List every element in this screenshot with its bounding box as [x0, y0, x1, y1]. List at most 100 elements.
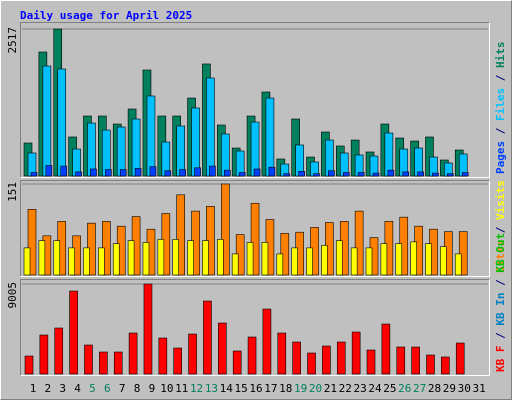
x-tick-label: 16	[249, 382, 262, 395]
bar	[458, 231, 468, 276]
bar	[84, 344, 93, 375]
x-tick-label: 25	[383, 382, 396, 395]
bar	[447, 173, 454, 177]
x-tick-label: 27	[413, 382, 426, 395]
legend-separator: /	[494, 220, 507, 240]
x-tick-label: 19	[294, 382, 307, 395]
x-tick-label: 10	[160, 382, 173, 395]
bar	[417, 171, 424, 177]
bar	[131, 118, 141, 177]
bar	[372, 172, 380, 177]
bar	[336, 341, 346, 375]
x-tick-label: 8	[134, 382, 141, 395]
legend-entry: Visits	[494, 180, 507, 220]
bar	[268, 166, 276, 177]
bar	[173, 347, 182, 375]
bar	[98, 247, 105, 276]
bar	[350, 247, 358, 276]
bar	[221, 183, 230, 276]
bar	[116, 126, 126, 177]
panel-bevel-light	[20, 22, 490, 178]
x-tick-label: 15	[235, 382, 248, 395]
bar	[387, 169, 395, 177]
panel-bevel-light	[20, 279, 490, 376]
y-tick-label: 151	[6, 182, 19, 202]
bar	[75, 171, 82, 177]
bar	[191, 107, 200, 177]
bar	[102, 129, 111, 177]
bar	[426, 354, 435, 375]
panel-bevel-dark	[20, 180, 490, 277]
x-tick-label: 28	[428, 382, 441, 395]
bar	[232, 350, 242, 375]
bar	[441, 356, 450, 375]
legend-separator: /	[494, 273, 507, 293]
x-tick-label: 14	[220, 382, 234, 395]
bar	[68, 247, 75, 276]
bar	[261, 242, 269, 276]
x-tick-label: 1	[30, 382, 37, 395]
bar	[149, 166, 157, 177]
bar	[411, 346, 420, 375]
bar	[87, 122, 96, 177]
bar	[291, 247, 298, 276]
x-tick-label: 29	[443, 382, 456, 395]
bar	[172, 239, 179, 276]
x-tick-label: 18	[279, 382, 292, 395]
bar	[112, 243, 120, 276]
x-tick-label: 11	[175, 382, 188, 395]
x-tick-label: 2	[45, 382, 52, 395]
bar	[321, 245, 328, 276]
bar	[69, 290, 78, 375]
bar	[276, 253, 284, 276]
bar	[283, 173, 291, 177]
bar	[247, 336, 257, 375]
x-tick-label: 5	[89, 382, 96, 395]
legend-separator: /	[494, 326, 507, 346]
x-tick-label: 9	[149, 382, 156, 395]
bar	[90, 168, 97, 177]
bar	[381, 323, 391, 375]
bar	[277, 332, 287, 375]
bar	[176, 125, 185, 177]
bar	[217, 239, 224, 276]
bar	[53, 240, 61, 276]
bar	[128, 332, 138, 375]
x-tick-label: 3	[59, 382, 66, 395]
legend-separator: /	[494, 121, 507, 141]
x-tick-label: 24	[368, 382, 382, 395]
y-tick-label: 9005	[6, 282, 19, 309]
bar	[105, 169, 112, 177]
bar	[351, 331, 361, 375]
bar	[24, 355, 34, 375]
bar	[45, 165, 53, 177]
legend-entry: Files	[494, 88, 507, 121]
bar	[157, 239, 165, 276]
bar	[27, 209, 37, 276]
bar	[158, 337, 168, 375]
bar	[164, 170, 172, 177]
legend-entry: Sites	[494, 240, 507, 273]
x-tick-label: 26	[398, 382, 411, 395]
bar	[179, 169, 186, 177]
bar	[194, 167, 201, 177]
bar	[306, 247, 313, 276]
bar	[127, 240, 135, 276]
y-tick-label: 2517	[6, 27, 19, 54]
bar	[176, 194, 185, 276]
x-tick-label: 30	[458, 382, 471, 395]
bar	[202, 240, 209, 276]
x-tick-label: 7	[119, 382, 126, 395]
bar	[425, 243, 432, 276]
x-tick-label: 21	[324, 382, 337, 395]
panel-bevel-dark	[20, 279, 490, 376]
bar	[142, 242, 150, 276]
bar	[380, 243, 388, 276]
x-tick-label: 23	[354, 382, 367, 395]
bar	[250, 121, 260, 177]
bar	[206, 77, 215, 177]
bar	[39, 334, 49, 375]
legend-entry: Pages	[494, 141, 507, 174]
